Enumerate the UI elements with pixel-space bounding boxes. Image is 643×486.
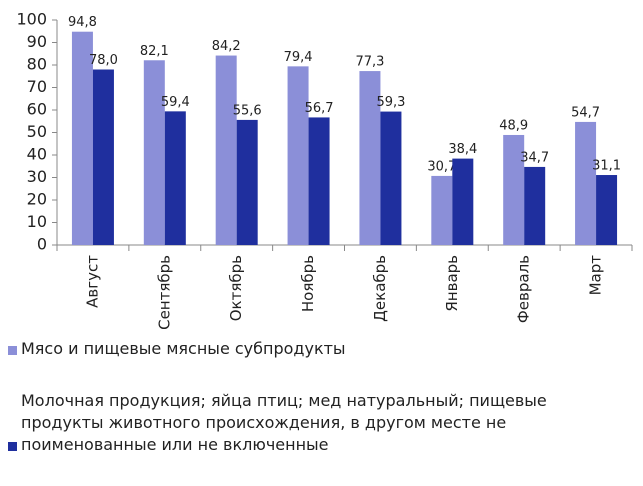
page: 0 10 20 30 40 50 60 70 80 90 100 Август 94,8 78,0 Сент…: [8, 9, 633, 454]
y-tick-label: 20: [27, 190, 47, 209]
value-label: 77,3: [355, 55, 384, 70]
y-tick-label: 50: [27, 122, 47, 141]
y-tick-label: 10: [27, 212, 47, 231]
value-label: 82,1: [140, 44, 169, 59]
value-label: 54,7: [571, 105, 600, 120]
value-label: 55,6: [233, 103, 262, 118]
x-tick-label: Январь: [443, 255, 461, 312]
bar: [236, 119, 258, 245]
chart: 0 10 20 30 40 50 60 70 80 90 100 Август 94,8 78,0 Сент…: [16, 10, 633, 330]
y-tick-label: 0: [37, 235, 47, 254]
bar: [575, 121, 597, 245]
bar: [215, 55, 237, 245]
y-tick-label: 60: [27, 100, 47, 119]
bar: [287, 66, 309, 245]
bar: [452, 158, 474, 245]
bar: [380, 111, 402, 245]
legend: Мясо и пищевые мясные субпродукты Молочна…: [8, 338, 633, 486]
bar: [524, 166, 546, 245]
x-tick-label: Март: [587, 255, 605, 296]
value-label: 38,4: [448, 142, 477, 157]
bar: [596, 175, 618, 245]
bar: [143, 60, 165, 246]
x-tick-label: Февраль: [515, 255, 533, 323]
bar: [71, 31, 93, 246]
value-label: 79,4: [284, 50, 313, 65]
value-label: 34,7: [520, 150, 549, 165]
y-tick-label: 70: [27, 77, 47, 96]
bar: [308, 117, 330, 245]
legend-item: Мясо и пищевые мясные субпродукты: [8, 338, 633, 360]
value-label: 31,1: [592, 159, 621, 174]
legend-item: Молочная продукция; яйца птиц; мед натур…: [8, 390, 633, 456]
legend-label: Молочная продукция; яйца птиц; мед натур…: [21, 391, 547, 454]
value-label: 59,4: [161, 95, 190, 110]
bar: [431, 175, 453, 245]
x-tick-label: Август: [83, 255, 101, 308]
x-tick-label: Сентябрь: [155, 255, 173, 330]
value-label: 59,3: [376, 95, 405, 110]
value-label: 78,0: [89, 53, 118, 68]
bar: [164, 111, 186, 245]
value-label: 56,7: [305, 101, 334, 116]
bar: [359, 71, 381, 245]
x-tick-label: Октябрь: [227, 255, 245, 321]
legend-swatch: [8, 442, 17, 451]
y-tick-label: 30: [27, 167, 47, 186]
value-label: 84,2: [212, 39, 241, 54]
y-tick-label: 100: [16, 10, 47, 29]
y-tick-label: 40: [27, 145, 47, 164]
x-tick-label: Ноябрь: [299, 255, 317, 312]
bar: [503, 134, 525, 245]
legend-swatch: [8, 346, 17, 355]
value-label: 94,8: [68, 15, 97, 30]
y-tick-label: 80: [27, 55, 47, 74]
value-label: 30,7: [427, 159, 456, 174]
legend-label: Мясо и пищевые мясные субпродукты: [21, 339, 346, 358]
x-tick-label: Декабрь: [371, 255, 389, 322]
bar: [92, 69, 114, 245]
value-label: 48,9: [499, 118, 528, 133]
y-tick-label: 90: [27, 32, 47, 51]
